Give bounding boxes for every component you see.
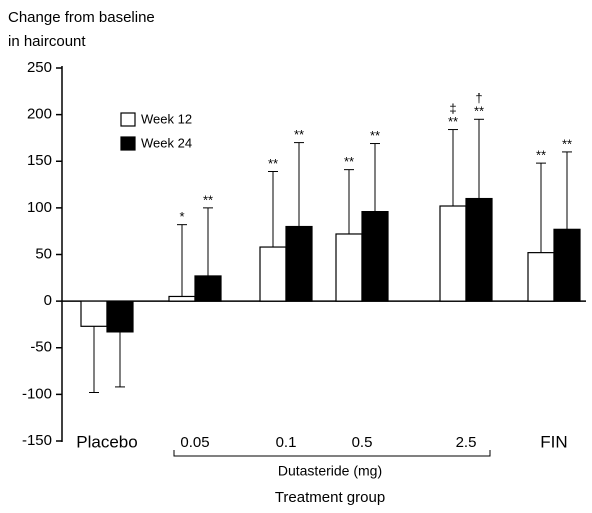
- y-tick-label: -50: [30, 339, 52, 356]
- y-tick-label: 100: [27, 199, 52, 216]
- group-label: Dutasteride (mg): [278, 463, 382, 479]
- y-tick-label: 250: [27, 59, 52, 76]
- legend-label: Week 12: [141, 111, 192, 126]
- y-axis-label: Change from baseline: [8, 9, 155, 26]
- bar: [168, 295, 196, 302]
- x-tick-label: Placebo: [76, 432, 137, 451]
- bracket: [173, 450, 491, 457]
- significance-marker: **: [562, 136, 572, 151]
- bar: [194, 275, 222, 302]
- significance-marker: **: [448, 114, 458, 129]
- significance-marker: **: [536, 148, 546, 163]
- significance-marker: *: [179, 209, 184, 224]
- significance-marker: **: [294, 127, 304, 142]
- x-tick-label: FIN: [540, 432, 567, 451]
- bar: [527, 252, 555, 302]
- bar: [465, 197, 493, 302]
- y-axis-label: in haircount: [8, 33, 86, 50]
- x-tick-label: 2.5: [456, 434, 477, 451]
- legend-label: Week 24: [141, 135, 192, 150]
- y-tick-label: 0: [44, 292, 52, 309]
- y-tick-label: -150: [22, 432, 52, 449]
- bar: [335, 233, 363, 302]
- y-tick-label: 150: [27, 152, 52, 169]
- bar: [285, 225, 313, 302]
- bar: [80, 300, 108, 327]
- significance-marker: **: [268, 156, 278, 171]
- bar: [259, 246, 287, 302]
- significance-marker: **: [344, 154, 354, 169]
- significance-marker: ‡: [449, 101, 456, 116]
- x-tick-label: 0.1: [276, 434, 297, 451]
- significance-marker: **: [370, 128, 380, 143]
- y-tick-label: -100: [22, 385, 52, 402]
- legend-swatch: [120, 112, 136, 127]
- bar: [106, 300, 134, 333]
- y-tick-label: 200: [27, 106, 52, 123]
- bar: [553, 228, 581, 302]
- bar: [361, 211, 389, 302]
- significance-marker: †: [475, 91, 482, 106]
- significance-marker: **: [474, 104, 484, 119]
- x-tick-label: 0.5: [352, 434, 373, 451]
- y-tick-label: 50: [35, 245, 52, 262]
- bar: [439, 205, 467, 302]
- legend-swatch: [120, 136, 136, 151]
- significance-marker: **: [203, 192, 213, 207]
- x-tick-label: 0.05: [180, 434, 209, 451]
- x-axis-label: Treatment group: [275, 489, 385, 506]
